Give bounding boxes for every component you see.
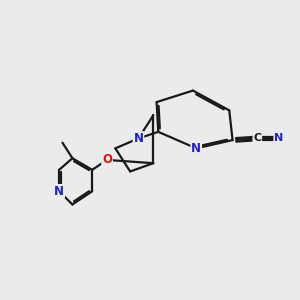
Text: C: C: [253, 134, 261, 143]
Text: O: O: [102, 153, 112, 167]
Text: N: N: [191, 142, 201, 155]
Text: N: N: [134, 132, 143, 145]
Text: N: N: [274, 134, 283, 143]
Text: N: N: [54, 185, 64, 198]
